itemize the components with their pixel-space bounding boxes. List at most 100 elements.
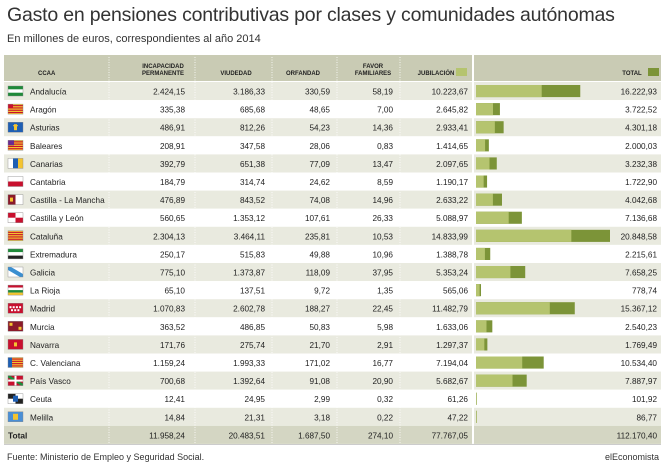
ccaa-label: Cataluña: [30, 232, 63, 241]
cell-orfandad: 235,81: [305, 232, 330, 241]
cell-incapacidad: 775,10: [160, 269, 185, 278]
jubilacion-bar: [476, 193, 493, 206]
table-row-band: [4, 317, 661, 336]
ccaa-label: Andalucía: [30, 88, 67, 97]
cell-favor: 5,98: [377, 323, 393, 332]
jubilacion-bar: [476, 157, 490, 170]
table-row-band: [4, 263, 661, 282]
cell-favor: 37,95: [373, 269, 394, 278]
jubilacion-bar: [476, 284, 480, 297]
cell-total: 101,92: [632, 395, 657, 404]
cell-orfandad: 74,08: [310, 196, 331, 205]
cell-total: 2.215,61: [625, 250, 657, 259]
cantabria-flag-icon: [7, 176, 24, 187]
cell-incapacidad: 700,68: [160, 377, 185, 386]
cell-favor: 14,96: [373, 196, 394, 205]
table-row-band: [4, 371, 661, 390]
jubilacion-bar: [476, 374, 513, 387]
header-band: [4, 55, 661, 81]
cell-jubilacion: 14.833,99: [432, 232, 469, 241]
cell-favor: 10,53: [373, 232, 394, 241]
asturias-flag-icon: [7, 121, 24, 133]
table-row-band: [4, 407, 661, 426]
cell-orfandad: 50,83: [310, 323, 331, 332]
cell-orfandad: 3,18: [314, 413, 330, 422]
cell-incapacidad: 1.070,83: [153, 305, 185, 314]
jubilacion-legend-swatch: [456, 68, 467, 76]
ccaa-label: Murcia: [30, 323, 55, 332]
cell-incapacidad: 250,17: [160, 250, 185, 259]
cell-total: 2.000,03: [625, 142, 657, 151]
total-cell-orfandad: 1.687,50: [298, 431, 330, 440]
la-rioja-flag-icon: [7, 284, 24, 296]
cell-jubilacion: 2.633,22: [436, 196, 468, 205]
cell-viudedad: 1.993,33: [233, 359, 265, 368]
cell-favor: 26,33: [373, 214, 394, 223]
cell-viudedad: 1.373,87: [233, 269, 265, 278]
column-header-favor: FAMILIARES: [355, 71, 391, 77]
table-row-band: [4, 118, 661, 137]
total-legend-swatch: [648, 68, 659, 76]
cell-total: 1.769,49: [625, 341, 657, 350]
ccaa-label: Madrid: [30, 305, 55, 314]
cell-orfandad: 48,65: [310, 106, 331, 115]
cell-incapacidad: 560,65: [160, 214, 185, 223]
table-row-band: [4, 281, 661, 300]
cell-jubilacion: 1.633,06: [436, 323, 468, 332]
cell-total: 16.222,93: [621, 88, 658, 97]
baleares-flag-icon: [7, 140, 24, 151]
valencia-flag-icon: [7, 357, 24, 368]
table-row-band: [4, 335, 661, 354]
table-row-band: [4, 353, 661, 372]
cell-orfandad: 9,72: [314, 287, 330, 296]
cell-incapacidad: 392,79: [160, 160, 185, 169]
cell-viudedad: 3.186,33: [233, 88, 265, 97]
ccaa-label: Aragón: [30, 106, 57, 115]
total-cell-total: 112.170,40: [617, 431, 658, 440]
cell-total: 7.658,25: [625, 269, 657, 278]
cell-incapacidad: 2.304,13: [153, 232, 185, 241]
column-header-total: TOTAL: [622, 71, 642, 77]
cell-orfandad: 118,09: [306, 269, 331, 278]
ccaa-label: Castilla y León: [30, 214, 84, 223]
ccaa-label: Extremadura: [30, 250, 77, 259]
cell-total: 3.722,52: [625, 106, 657, 115]
jubilacion-bar: [476, 302, 550, 315]
cell-jubilacion: 2.933,41: [436, 124, 468, 133]
table-row-band: [4, 136, 661, 155]
cell-orfandad: 107,61: [305, 214, 330, 223]
column-header-incapacidad: INCAPACIDAD: [142, 64, 184, 70]
ccaa-label: Baleares: [30, 142, 62, 151]
cell-viudedad: 137,51: [240, 287, 265, 296]
cell-incapacidad: 363,52: [160, 323, 185, 332]
cell-jubilacion: 47,22: [448, 413, 469, 422]
cell-viudedad: 651,38: [240, 160, 265, 169]
total-row-band: [4, 425, 661, 444]
cell-jubilacion: 5.682,67: [436, 377, 468, 386]
jubilacion-bar: [476, 356, 523, 369]
cell-total: 7.887,97: [625, 377, 657, 386]
cell-favor: 0,32: [377, 395, 393, 404]
ccaa-label: Asturias: [30, 124, 60, 133]
cell-orfandad: 171,02: [305, 359, 330, 368]
cell-favor: 16,77: [373, 359, 394, 368]
cell-viudedad: 2.602,78: [233, 305, 265, 314]
cell-jubilacion: 565,06: [443, 287, 468, 296]
cell-incapacidad: 476,89: [160, 196, 185, 205]
jubilacion-bar: [476, 85, 542, 98]
total-cell-viudedad: 20.483,51: [229, 431, 266, 440]
cell-favor: 8,59: [377, 178, 393, 187]
cell-total: 3.232,38: [625, 160, 657, 169]
ccaa-label: Melilla: [30, 413, 54, 422]
cell-viudedad: 1.392,64: [233, 377, 265, 386]
cell-total: 4.301,18: [625, 124, 657, 133]
cell-total: 1.722,90: [625, 178, 657, 187]
jubilacion-bar: [476, 338, 485, 351]
ccaa-label: Navarra: [30, 341, 60, 350]
pais-vasco-flag-icon: [7, 375, 24, 386]
cell-jubilacion: 1.297,37: [436, 341, 468, 350]
jubilacion-bar: [476, 121, 495, 134]
cell-viudedad: 3.464,11: [234, 232, 266, 241]
total-cell-jubilacion: 77.767,05: [432, 431, 469, 440]
cell-orfandad: 24,62: [310, 178, 331, 187]
